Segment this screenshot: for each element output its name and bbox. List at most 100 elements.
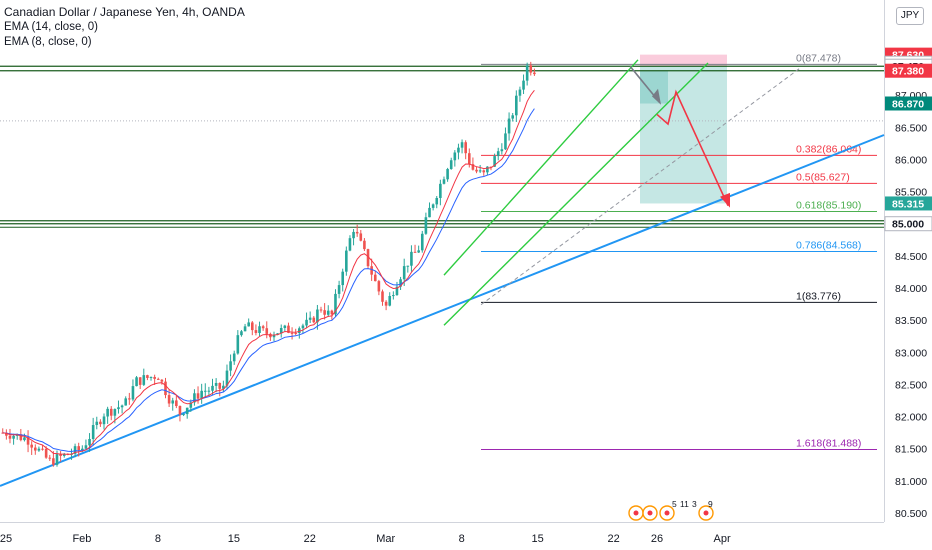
candle-body (250, 322, 254, 331)
candle-body (113, 409, 117, 416)
event-marker-label: 3 (692, 499, 697, 509)
candle-body (471, 164, 475, 170)
candle-body (23, 437, 26, 441)
y-tick-label: 82.000 (895, 412, 927, 424)
y-tick-label: 85.500 (895, 187, 927, 199)
candle-body (243, 326, 247, 332)
fib-level-label: 1(83.776) (796, 290, 841, 302)
candle-body (200, 390, 203, 399)
candle-body (182, 414, 185, 416)
candle-body (399, 279, 402, 287)
candle-body (363, 240, 366, 250)
price-label-text: 86.870 (892, 99, 924, 111)
candle-body (323, 310, 326, 315)
stop-zone (640, 54, 727, 67)
candle-body (19, 434, 23, 441)
candle-body (406, 265, 410, 267)
legend-ema14[interactable]: EMA (14, close, 0) (4, 21, 98, 33)
x-tick-label: 8 (155, 533, 161, 545)
candle-body (373, 274, 377, 282)
candle-body (160, 379, 164, 382)
y-tick-label: 83.500 (895, 315, 927, 327)
x-tick-label: 15 (228, 533, 240, 545)
candle-body (131, 386, 135, 400)
candle-body (475, 169, 478, 172)
candle-body (128, 398, 131, 400)
candle-body (294, 332, 297, 334)
candle-body (95, 421, 99, 426)
candle-body (330, 310, 334, 315)
x-tick-label: 25 (0, 533, 12, 545)
candle-body (138, 377, 142, 385)
fib-level-label: 1.618(81.488) (796, 437, 861, 449)
legend-ema8[interactable]: EMA (8, close, 0) (4, 36, 92, 48)
candle-body (156, 378, 160, 380)
candle-body (193, 393, 196, 403)
x-tick-label: Feb (72, 533, 91, 545)
candle-body (388, 295, 392, 306)
candle-body (428, 207, 431, 218)
candle-body (240, 331, 243, 336)
event-marker-dot (664, 510, 670, 516)
candle-body (258, 326, 261, 333)
candle-body (435, 197, 439, 205)
fib-level-label: 0.618(85.190) (796, 200, 861, 212)
candle-body (153, 376, 156, 379)
candle-body (167, 395, 171, 404)
event-marker-label: 11 (680, 499, 689, 509)
candle-body (312, 317, 316, 323)
price-label-text: 87.380 (892, 66, 924, 78)
candle-body (52, 458, 55, 465)
candle-body (124, 398, 128, 406)
candle-body (381, 291, 384, 302)
candle-body (486, 166, 489, 173)
candle-body (453, 152, 457, 161)
fib-level-label: 0.786(84.568) (796, 239, 861, 251)
x-tick-label: 8 (459, 533, 465, 545)
candle-body (420, 233, 424, 251)
y-tick-label: 82.500 (895, 379, 927, 391)
candle-body (478, 170, 482, 172)
candle-body (298, 328, 301, 333)
candle-body (149, 376, 153, 378)
candle-body (73, 446, 77, 454)
candle-body (449, 160, 453, 170)
price-label-box (885, 63, 932, 78)
candle-body (106, 408, 109, 417)
candle-body (507, 118, 511, 134)
price-label-text: 85.315 (892, 198, 924, 210)
candle-body (229, 361, 232, 371)
candle-body (489, 166, 493, 168)
legend-title: Canadian Dollar / Japanese Yen, 4h, OAND… (4, 5, 245, 19)
legend: Canadian Dollar / Japanese Yen, 4h, OAND… (4, 5, 245, 50)
candle-body (109, 408, 113, 416)
candle-body (316, 309, 319, 323)
currency-button[interactable]: JPY (896, 7, 924, 25)
event-marker-dot (647, 510, 653, 516)
candle-body (44, 448, 48, 458)
candle-body (305, 319, 308, 326)
y-tick-label: 86.000 (895, 154, 927, 166)
price-label: 85.315 (885, 196, 932, 211)
candle-body (529, 65, 533, 73)
candle-body (5, 432, 8, 436)
candle-body (424, 217, 428, 234)
price-label-box (885, 196, 932, 211)
candle-body (348, 238, 352, 251)
candle-body (287, 325, 290, 333)
candle-body (77, 446, 80, 451)
candle-body (511, 115, 514, 119)
x-tick-label: 22 (607, 533, 619, 545)
candle-body (290, 332, 294, 334)
candle-body (337, 285, 341, 294)
y-tick-label: 81.000 (895, 476, 927, 488)
candle-body (120, 405, 124, 408)
candle-body (384, 301, 388, 306)
candle-body (464, 142, 467, 154)
candle-body (41, 448, 44, 450)
candle-body (265, 328, 269, 334)
candle-body (392, 295, 395, 297)
candle-body (225, 370, 229, 386)
